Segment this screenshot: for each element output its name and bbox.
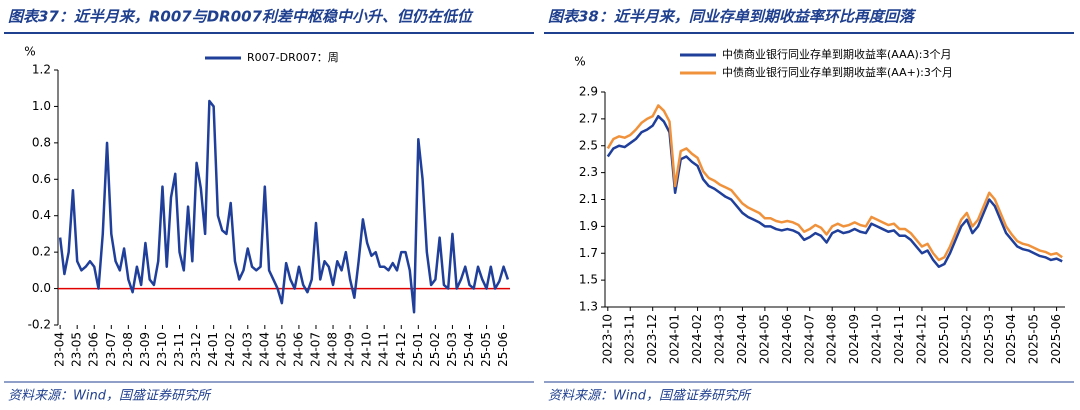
y-tick-label: 1.9 [579, 219, 598, 233]
legend-label: 中债商业银行同业存单到期收益率(AA+):3个月 [722, 65, 953, 79]
x-tick-label: 23-08 [121, 332, 135, 367]
x-tick-label: 25-01 [411, 332, 425, 367]
x-tick-label: 2025-03 [982, 314, 996, 364]
x-tick-label: 2025-01 [937, 314, 951, 364]
y-tick-label: 0.2 [32, 245, 51, 259]
x-tick-label: 2024-03 [713, 314, 727, 364]
series-line [606, 114, 1063, 268]
y-tick-label: -0.2 [28, 318, 51, 332]
x-tick-label: 24-12 [394, 332, 408, 367]
x-tick-label: 23-04 [53, 332, 67, 367]
y-tick-label: 1.5 [579, 273, 598, 287]
source: 资料来源：Wind，国盛证券研究所 [548, 388, 752, 404]
x-tick-label: 2024-06 [780, 314, 794, 364]
legend-label: 中债商业银行同业存单到期收益率(AAA):3个月 [722, 47, 951, 61]
y-tick-label: 2.7 [579, 111, 598, 125]
x-tick-label: 2023-12 [645, 314, 659, 364]
x-tick-label: 2024-04 [735, 314, 749, 364]
x-tick-label: 2024-08 [825, 314, 839, 364]
x-tick-label: 25-04 [462, 332, 476, 367]
x-tick-label: 25-02 [428, 332, 442, 367]
x-tick-label: 24-11 [377, 332, 391, 367]
y-tick-label: 2.9 [579, 85, 598, 99]
x-tick-label: 2025-05 [1027, 314, 1041, 364]
y-axis-label: % [574, 55, 585, 69]
y-tick-label: 1.2 [32, 63, 51, 77]
x-tick-label: 2024-11 [892, 314, 906, 364]
x-tick-label: 25-06 [496, 332, 510, 367]
source: 资料来源：Wind，国盛证券研究所 [8, 388, 212, 404]
y-tick-label: 0.6 [32, 172, 51, 186]
chart-title: 图表38：近半月来，同业存单到期收益率环比再度回落 [548, 8, 917, 26]
legend-label: R007-DR007：周 [247, 51, 339, 64]
x-tick-label: 23-11 [172, 332, 186, 367]
x-tick-label: 2025-02 [959, 314, 973, 364]
x-tick-label: 23-06 [87, 332, 101, 367]
x-tick-label: 24-07 [308, 332, 322, 367]
x-tick-label: 24-06 [291, 332, 305, 367]
chart-title: 图表37：近半月来，R007与DR007利差中枢稳中小升、但仍在低位 [8, 8, 474, 26]
x-tick-label: 2024-09 [847, 314, 861, 364]
x-tick-label: 2025-06 [1049, 314, 1063, 364]
y-axis-label: % [24, 45, 35, 59]
x-tick-label: 24-04 [257, 332, 271, 367]
x-tick-label: 24-05 [274, 332, 288, 367]
x-tick-label: 25-03 [445, 332, 459, 367]
x-tick-label: 2023-10 [600, 314, 614, 364]
series-line [606, 104, 1063, 262]
y-tick-label: 1.0 [32, 99, 51, 113]
x-tick-label: 2024-10 [870, 314, 884, 364]
x-tick-label: 23-07 [104, 332, 118, 367]
x-tick-label: 2024-12 [914, 314, 928, 364]
y-tick-label: 0.8 [32, 135, 51, 149]
x-tick-label: 2024-05 [757, 314, 771, 364]
x-tick-label: 24-02 [223, 332, 237, 367]
x-tick-label: 25-05 [479, 332, 493, 367]
x-tick-label: 24-08 [326, 332, 340, 367]
x-tick-label: 2024-07 [802, 314, 816, 364]
series-line [58, 99, 510, 314]
x-tick-label: 23-10 [155, 332, 169, 367]
x-tick-label: 2025-04 [1004, 314, 1018, 364]
y-tick-label: 2.3 [579, 165, 598, 179]
x-tick-label: 23-09 [138, 332, 152, 367]
x-tick-label: 24-03 [240, 332, 254, 367]
x-tick-label: 24-01 [206, 332, 220, 367]
x-tick-label: 23-05 [70, 332, 84, 367]
x-tick-label: 2024-01 [668, 314, 682, 364]
x-tick-label: 2023-11 [623, 314, 637, 364]
y-tick-label: 2.1 [579, 192, 598, 206]
x-tick-label: 24-09 [343, 332, 357, 367]
x-tick-label: 24-10 [360, 332, 374, 367]
y-tick-label: 0.0 [32, 281, 51, 295]
y-tick-label: 0.4 [32, 208, 51, 222]
y-tick-label: 1.3 [579, 300, 598, 314]
y-tick-label: 1.7 [579, 246, 598, 260]
x-tick-label: 2024-02 [690, 314, 704, 364]
y-tick-label: 2.5 [579, 138, 598, 152]
x-tick-label: 23-12 [189, 332, 203, 367]
